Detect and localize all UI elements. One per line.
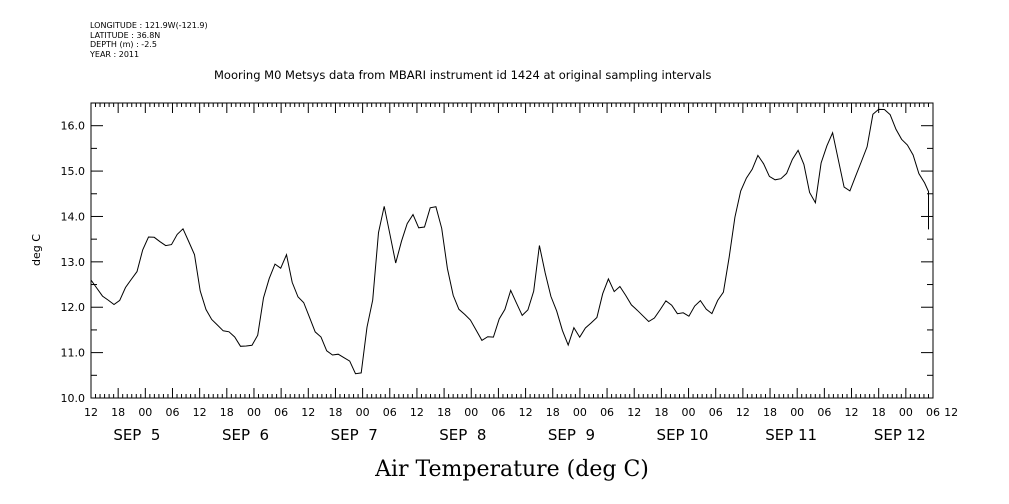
x-tick-label: 06 [165,406,179,419]
x-tick-label: 18 [328,406,342,419]
x-tick-label: 12 [301,406,315,419]
x-date-label: SEP 12 [874,426,926,444]
x-tick-label: 00 [356,406,370,419]
x-tick-label: 12 [845,406,859,419]
x-date-label: SEP 11 [765,426,817,444]
x-tick-label: 00 [573,406,587,419]
x-tick-label: 06 [817,406,831,419]
x-tick-label: 06 [926,406,940,419]
plot-title: Mooring M0 Metsys data from MBARI instru… [214,68,712,82]
x-tick-label: 00 [138,406,152,419]
y-tick-label: 15.0 [61,165,86,178]
x-tick-label: 18 [546,406,560,419]
y-tick-label: 12.0 [61,301,86,314]
series-line-air-temperature [90,108,929,375]
x-tick-label: 18 [763,406,777,419]
year-text: YEAR : 2011 [90,49,140,59]
x-tick-label: 00 [464,406,478,419]
plot-frame [90,102,934,399]
x-tick-label: 12 [519,406,533,419]
x-tick-label: 06 [491,406,505,419]
x-date-label: SEP 8 [439,426,486,444]
y-tick-label: 14.0 [61,210,86,223]
x-tick-label: 18 [220,406,234,419]
x-axis: 12 18 00 06 12 18 00 06 12 18 00 06 12 18 00 06 12 18 00 06… [84,103,958,444]
y-tick-label: 11.0 [61,347,86,360]
x-tick-label: 12 [944,406,958,419]
x-date-label: SEP 10 [657,426,709,444]
x-tick-label: 06 [383,406,397,419]
x-tick-label: 12 [736,406,750,419]
x-date-label: SEP 7 [331,426,378,444]
x-date-label: SEP 9 [548,426,595,444]
x-date-label: SEP 5 [113,426,160,444]
chart-title: Air Temperature (deg C) [374,457,649,482]
x-tick-label: 00 [899,406,913,419]
depth-text: DEPTH (m) : -2.5 [90,40,157,49]
x-tick-label: 00 [682,406,696,419]
series-layer [90,108,929,375]
x-tick-label: 00 [247,406,261,419]
y-axis-label: deg C [30,234,43,266]
longitude-text: LONGITUDE : 121.9W(-121.9) [90,21,208,30]
x-tick-label: 18 [654,406,668,419]
y-axis: 10.0 11.0 12.0 13.0 14.0 15.0 16.0 [61,102,933,405]
x-date-label: SEP 6 [222,426,269,444]
x-tick-label: 12 [84,406,98,419]
y-tick-label: 16.0 [61,120,86,133]
latitude-text: LATITUDE : 36.8N [90,30,161,40]
y-tick-label: 10.0 [61,392,86,405]
x-tick-label: 06 [709,406,723,419]
x-tick-label: 06 [274,406,288,419]
x-tick-label: 12 [193,406,207,419]
x-tick-label: 06 [600,406,614,419]
metadata-block: LONGITUDE : 121.9W(-121.9) LATITUDE : 36… [90,21,208,59]
x-tick-label: 18 [437,406,451,419]
x-tick-label: 12 [410,406,424,419]
x-tick-label: 00 [790,406,804,419]
x-tick-label: 18 [111,406,125,419]
x-tick-label: 18 [872,406,886,419]
x-tick-label: 12 [627,406,641,419]
y-tick-label: 13.0 [61,256,86,269]
